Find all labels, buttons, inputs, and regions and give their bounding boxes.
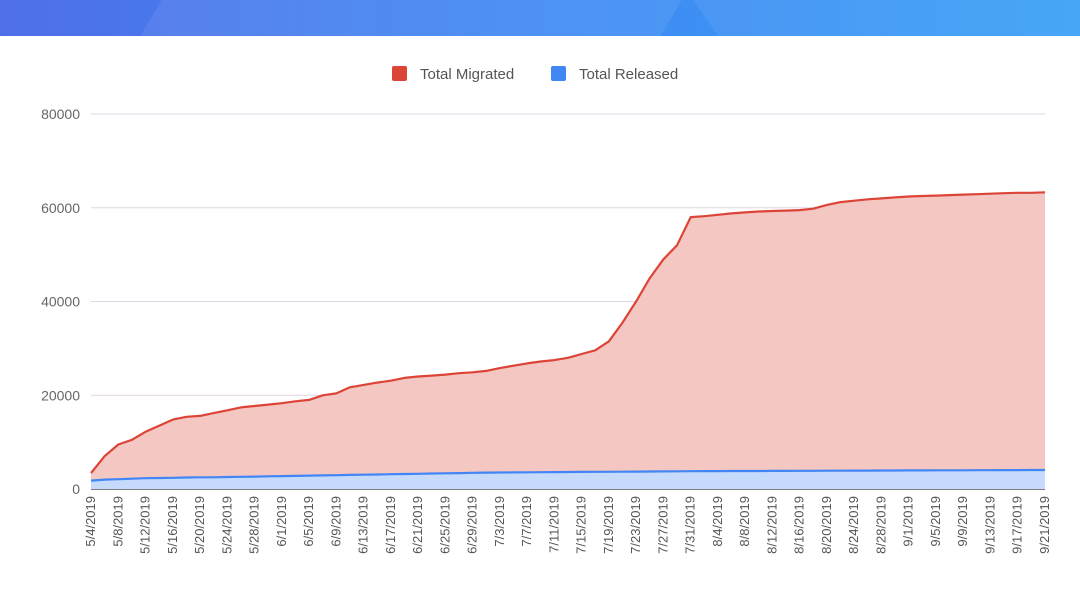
- y-axis: 0 20000 40000 60000 80000: [41, 106, 80, 497]
- x-tick-label: 6/17/2019: [383, 496, 398, 554]
- x-tick-label: 7/23/2019: [628, 496, 643, 554]
- x-tick-label: 9/9/2019: [955, 496, 970, 547]
- x-tick-label: 5/8/2019: [110, 496, 125, 547]
- legend-swatch-total-released: [551, 66, 566, 81]
- legend-item-total-migrated[interactable]: Total Migrated: [392, 66, 514, 83]
- x-tick-label: 5/16/2019: [165, 496, 180, 554]
- legend-label-total-migrated: Total Migrated: [420, 66, 514, 83]
- legend-swatch-total-migrated: [392, 66, 407, 81]
- y-tick-label: 20000: [41, 387, 80, 403]
- area-total-migrated: [91, 192, 1045, 490]
- x-tick-label: 7/31/2019: [683, 496, 698, 554]
- x-tick-label: 9/21/2019: [1037, 496, 1052, 554]
- x-tick-label: 8/16/2019: [792, 496, 807, 554]
- legend: Total Migrated Total Released: [392, 66, 678, 83]
- x-tick-label: 6/25/2019: [437, 496, 452, 554]
- y-tick-label: 0: [72, 481, 80, 497]
- legend-item-total-released[interactable]: Total Released: [551, 66, 678, 83]
- x-tick-label: 5/28/2019: [247, 496, 262, 554]
- x-tick-label: 6/1/2019: [274, 496, 289, 547]
- x-tick-label: 6/29/2019: [465, 496, 480, 554]
- x-tick-label: 8/4/2019: [710, 496, 725, 547]
- y-tick-label: 40000: [41, 294, 80, 310]
- x-tick-label: 9/1/2019: [901, 496, 916, 547]
- x-tick-label: 7/19/2019: [601, 496, 616, 554]
- x-tick-label: 9/5/2019: [928, 496, 943, 547]
- y-tick-label: 80000: [41, 106, 80, 122]
- line-total-migrated: [90, 191, 1046, 474]
- x-tick-label: 6/9/2019: [328, 496, 343, 547]
- x-tick-label: 8/24/2019: [846, 496, 861, 554]
- x-tick-label: 6/5/2019: [301, 496, 316, 547]
- x-tick-label: 9/17/2019: [1010, 496, 1025, 554]
- x-tick-label: 8/8/2019: [737, 496, 752, 547]
- x-tick-label: 5/12/2019: [138, 496, 153, 554]
- legend-label-total-released: Total Released: [579, 66, 678, 83]
- x-tick-label: 6/21/2019: [410, 496, 425, 554]
- x-tick-label: 7/27/2019: [655, 496, 670, 554]
- x-tick-label: 7/3/2019: [492, 496, 507, 547]
- x-tick-label: 8/28/2019: [873, 496, 888, 554]
- x-tick-label: 7/15/2019: [574, 496, 589, 554]
- x-tick-label: 7/7/2019: [519, 496, 534, 547]
- x-tick-label: 8/20/2019: [819, 496, 834, 554]
- header-banner: [0, 0, 1080, 36]
- x-tick-label: 5/4/2019: [83, 496, 98, 547]
- x-tick-label: 5/24/2019: [219, 496, 234, 554]
- x-tick-label: 9/13/2019: [982, 496, 997, 554]
- line-total-released: [90, 468, 1045, 482]
- x-tick-label: 6/13/2019: [356, 496, 371, 554]
- x-tick-label: 7/11/2019: [546, 496, 561, 553]
- x-axis: 5/4/2019 5/8/2019 5/12/2019 5/16/2019 5/20/2…: [83, 496, 1052, 554]
- x-tick-label: 5/20/2019: [192, 496, 207, 554]
- plot-area: [90, 191, 1046, 490]
- y-tick-label: 60000: [41, 200, 80, 216]
- area-total-released: [91, 470, 1045, 489]
- x-tick-label: 8/12/2019: [764, 496, 779, 554]
